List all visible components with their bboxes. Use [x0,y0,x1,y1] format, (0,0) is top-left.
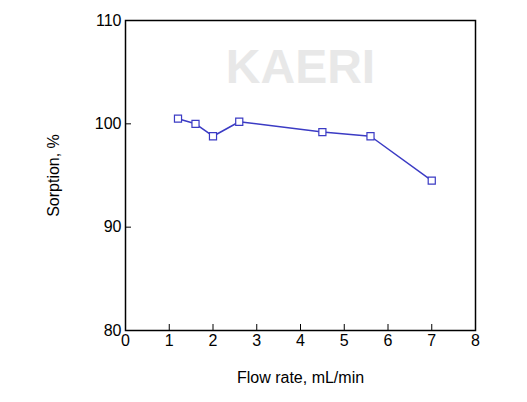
svg-text:Flow rate, mL/min: Flow rate, mL/min [237,369,364,386]
svg-text:6: 6 [384,332,393,349]
svg-text:0: 0 [121,332,130,349]
svg-text:8: 8 [471,332,480,349]
svg-text:3: 3 [252,332,261,349]
svg-text:7: 7 [427,332,436,349]
svg-text:Sorption, %: Sorption, % [45,134,62,217]
svg-text:100: 100 [95,115,122,132]
svg-text:5: 5 [340,332,349,349]
svg-text:4: 4 [296,332,305,349]
svg-text:110: 110 [96,12,122,29]
svg-text:1: 1 [165,332,174,349]
svg-text:90: 90 [104,218,122,235]
svg-text:2: 2 [209,332,218,349]
svg-text:KAERI: KAERI [226,40,375,93]
svg-text:80: 80 [104,322,122,339]
